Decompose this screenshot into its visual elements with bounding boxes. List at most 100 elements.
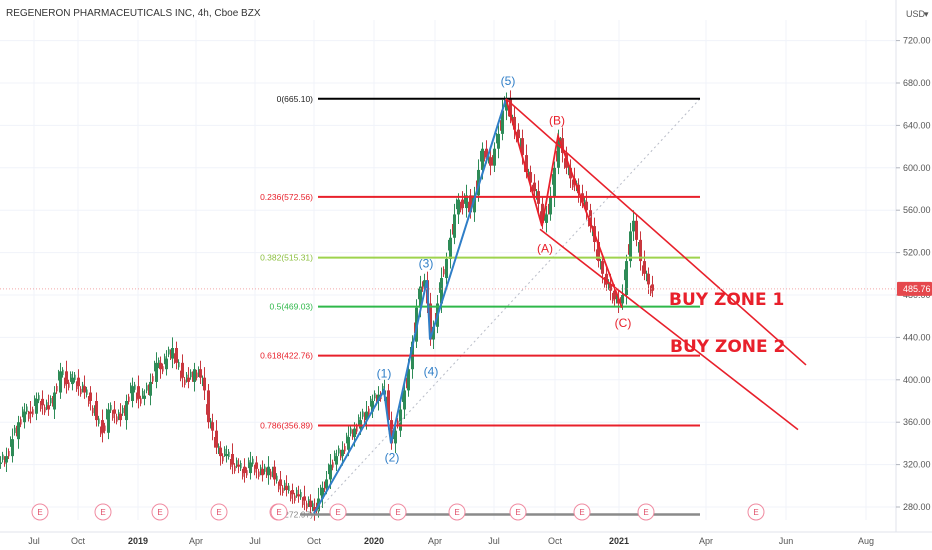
time-tick-label: Oct [307,536,322,546]
candle-body [568,167,570,173]
candle-body [89,392,92,401]
wave-label-blue: (2) [385,450,400,464]
candle-body [272,469,274,475]
candle-body [465,195,468,209]
earnings-letter: E [276,508,281,517]
candle-body [14,427,16,433]
candle-body [601,261,604,274]
candle-body [564,160,566,167]
candle-body [148,387,150,393]
candle-body [243,466,246,474]
candle-body [224,448,226,455]
candle-body [476,183,478,189]
candle-body [164,356,166,362]
candle-body [608,281,610,288]
candle-body [386,399,388,405]
candle-body [210,420,212,426]
candle-body [77,377,80,387]
candle-body [352,431,354,438]
candle-body [276,475,278,482]
candle-body [309,500,312,507]
candle-body [8,450,10,457]
wave-label-blue: (4) [424,365,439,379]
candle-body [638,244,640,250]
currency-label[interactable]: USD [906,9,926,19]
candle-body [38,395,40,401]
earnings-marker: E [448,503,466,521]
candle-body [553,167,556,198]
candle-body [242,471,244,477]
earnings-letter: E [753,508,758,517]
candle-body [92,407,94,414]
candle-body [485,148,488,158]
earnings-letter: E [643,508,648,517]
candle-body [46,402,48,408]
candle-body [406,380,408,386]
candle-body [71,377,74,385]
candle-body [617,299,620,304]
buy-zone-label: BUY ZONE 1 [669,290,784,310]
candle-body [264,466,266,472]
candle-body [56,385,58,392]
candle-body [480,153,482,159]
candle-body [70,373,72,380]
candle-body [642,267,644,274]
candle-body [365,411,368,421]
candle-body [340,452,342,458]
candle-body [308,499,310,505]
candle-body [175,348,178,363]
candle-body [199,369,202,378]
candle-body [168,349,170,355]
earnings-circle [637,503,655,521]
time-tick-label: Apr [428,536,442,546]
candle-body [44,407,46,413]
candle-body [628,246,630,253]
candle-body [178,361,180,368]
wave-label-blue: (3) [419,256,434,270]
candle-body [481,148,484,170]
candle-body [358,417,360,423]
candle-body [47,405,50,410]
earnings-letter: E [454,508,459,517]
earnings-circle [210,503,228,521]
time-tick-label: Oct [548,536,563,546]
candle-body [362,411,364,417]
candle-body [334,453,336,459]
candle-body [29,411,32,414]
fib-level-label: 0.5(469.03) [270,302,314,312]
wave-label-red: (C) [615,316,632,330]
candle-body [28,413,30,419]
candle-body [639,239,642,262]
candle-body [616,295,618,301]
currency-dropdown-icon[interactable]: ▾ [924,9,929,19]
candle-body [20,419,22,425]
candle-body [605,273,608,285]
candle-body [484,153,486,159]
candle-body [237,464,240,467]
candle-body [313,507,316,512]
candle-body [86,389,88,395]
candle-body [282,487,284,494]
time-tick-label: 2019 [128,536,148,546]
candle-body [464,195,466,202]
candle-body [604,279,606,285]
candle-body [364,414,366,421]
candle-body [52,398,54,405]
candle-body [11,439,14,457]
candle-body [76,383,78,390]
earnings-circle [329,503,347,521]
candle-body [432,326,435,340]
candle-body [600,261,602,267]
candle-body [74,374,76,380]
candle-body [621,295,624,304]
candle-body [473,195,476,213]
candle-body [112,412,114,419]
candle-body [58,372,60,378]
last-price-value: 485.76 [903,284,931,294]
fib-level-label: 0.786(356.89) [260,420,313,430]
candle-body [489,157,492,166]
candle-body [359,420,362,429]
candle-body [32,409,34,415]
candle-body [279,479,282,486]
